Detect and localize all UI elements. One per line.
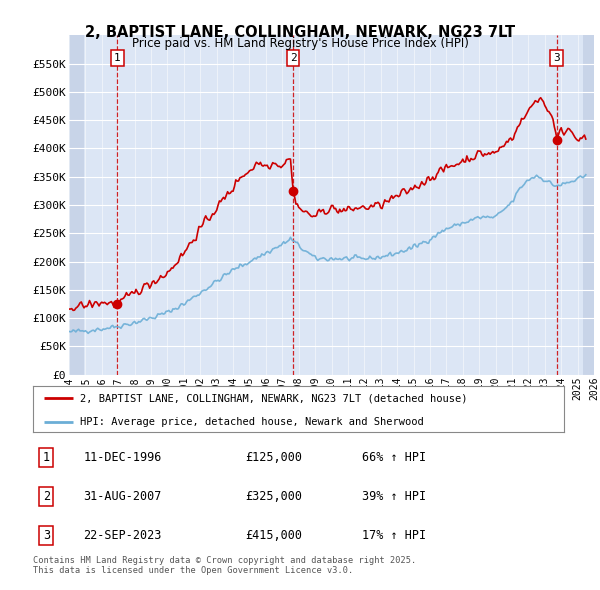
- Text: 22-SEP-2023: 22-SEP-2023: [83, 529, 162, 542]
- Text: HPI: Average price, detached house, Newark and Sherwood: HPI: Average price, detached house, Newa…: [80, 417, 424, 427]
- Text: 66% ↑ HPI: 66% ↑ HPI: [362, 451, 427, 464]
- Bar: [69, 35, 84, 375]
- Text: 2: 2: [43, 490, 50, 503]
- Text: 31-AUG-2007: 31-AUG-2007: [83, 490, 162, 503]
- Text: 11-DEC-1996: 11-DEC-1996: [83, 451, 162, 464]
- Text: 2, BAPTIST LANE, COLLINGHAM, NEWARK, NG23 7LT: 2, BAPTIST LANE, COLLINGHAM, NEWARK, NG2…: [85, 25, 515, 40]
- Text: £415,000: £415,000: [245, 529, 302, 542]
- Text: 2: 2: [290, 53, 296, 63]
- Text: Contains HM Land Registry data © Crown copyright and database right 2025.
This d: Contains HM Land Registry data © Crown c…: [33, 556, 416, 575]
- Text: 3: 3: [43, 529, 50, 542]
- Text: 3: 3: [553, 53, 560, 63]
- Text: Price paid vs. HM Land Registry's House Price Index (HPI): Price paid vs. HM Land Registry's House …: [131, 37, 469, 50]
- Text: £325,000: £325,000: [245, 490, 302, 503]
- Text: 17% ↑ HPI: 17% ↑ HPI: [362, 529, 427, 542]
- Text: 2, BAPTIST LANE, COLLINGHAM, NEWARK, NG23 7LT (detached house): 2, BAPTIST LANE, COLLINGHAM, NEWARK, NG2…: [80, 394, 467, 404]
- Text: £125,000: £125,000: [245, 451, 302, 464]
- Text: 1: 1: [43, 451, 50, 464]
- Bar: [583, 35, 594, 375]
- Text: 39% ↑ HPI: 39% ↑ HPI: [362, 490, 427, 503]
- Text: 1: 1: [114, 53, 121, 63]
